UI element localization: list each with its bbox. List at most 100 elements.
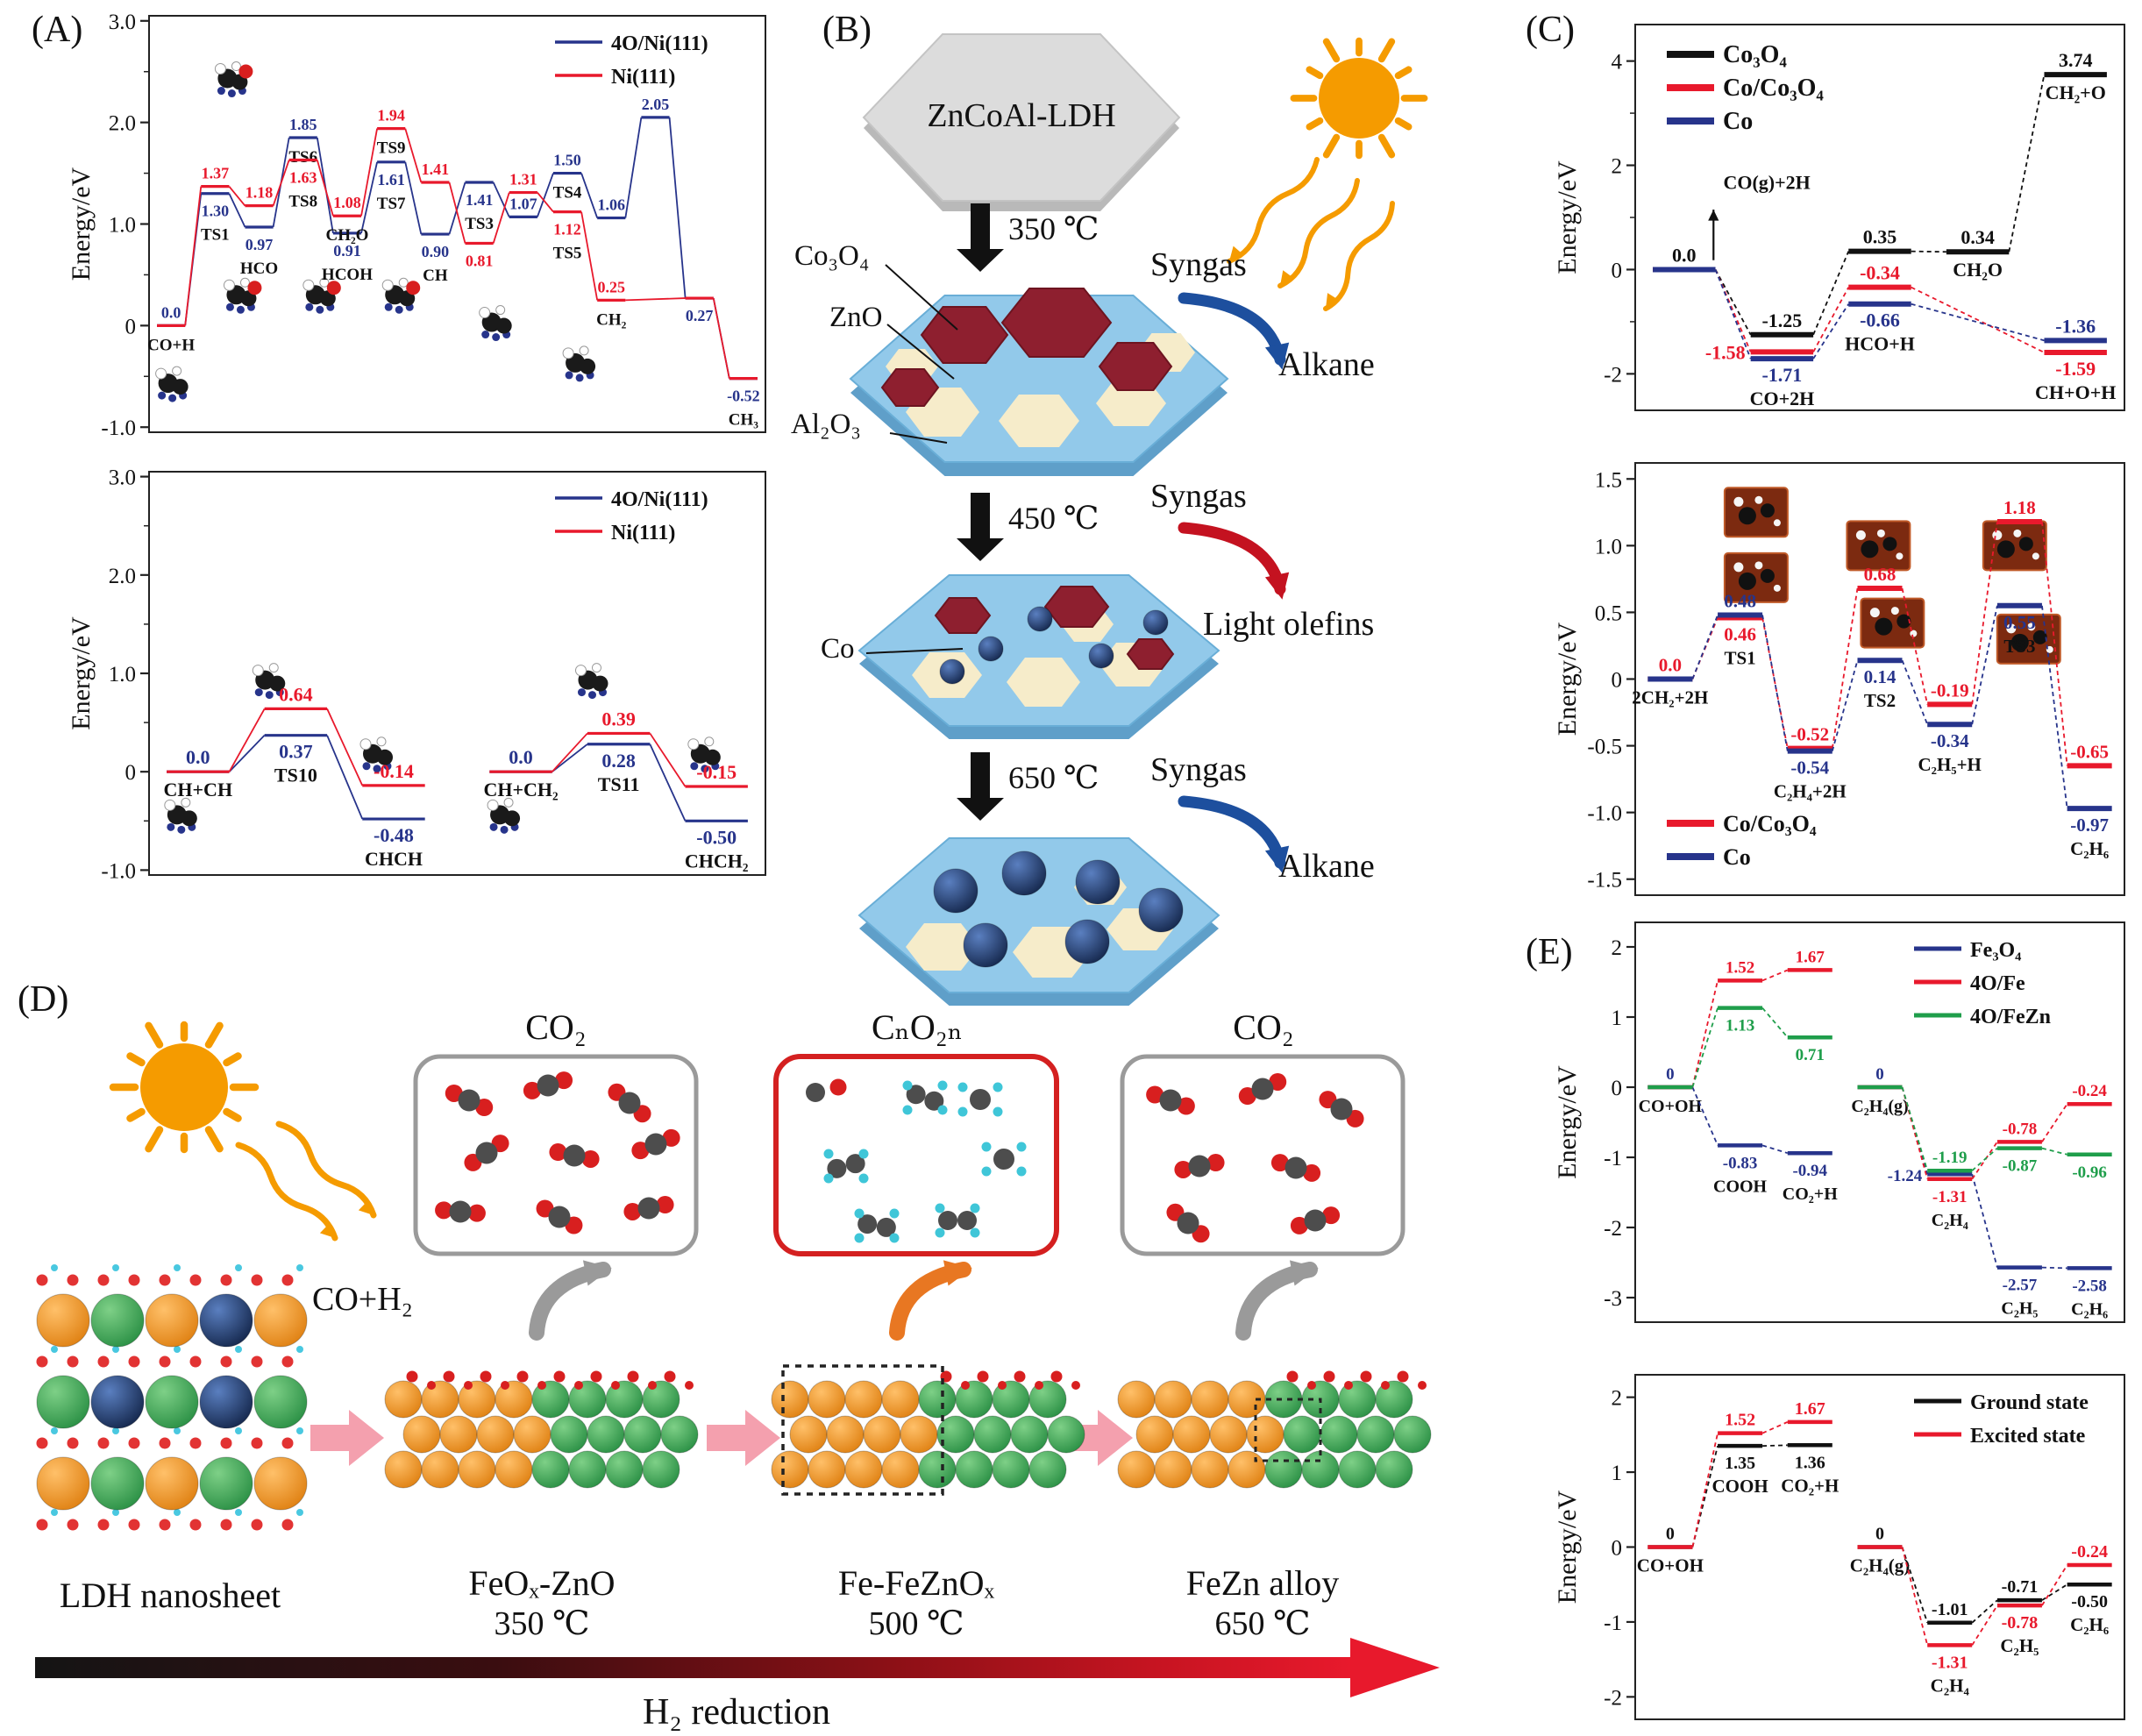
svg-text:Excited state: Excited state: [1970, 1425, 2086, 1448]
svg-text:C₂H₆: C₂H₆: [2070, 838, 2109, 859]
svg-text:3.0: 3.0: [109, 11, 136, 34]
svg-text:1: 1: [1612, 1007, 1623, 1030]
svg-text:0.68: 0.68: [1864, 564, 1896, 585]
svg-text:C₂H₅: C₂H₅: [2000, 1635, 2039, 1656]
svg-text:-1: -1: [1604, 1147, 1622, 1170]
svg-text:CH₂O: CH₂O: [1953, 259, 2003, 281]
svg-text:-0.50: -0.50: [696, 826, 737, 848]
stage2-name: Fe-FeZnOₓ: [837, 1563, 995, 1603]
svg-text:1.52: 1.52: [1725, 1411, 1755, 1430]
svg-text:-0.34: -0.34: [1931, 730, 1969, 751]
svg-text:CO+2H: CO+2H: [1750, 388, 1815, 409]
svg-text:-1.0: -1.0: [1587, 802, 1622, 826]
svg-text:1.31: 1.31: [509, 171, 537, 189]
svg-text:-1.59: -1.59: [2055, 358, 2096, 380]
svg-text:1: 1: [1612, 1462, 1623, 1485]
svg-text:0.39: 0.39: [601, 708, 636, 729]
svg-text:0.28: 0.28: [601, 750, 636, 772]
molecule-illustration: [381, 277, 421, 314]
svg-text:COOH: COOH: [1713, 1177, 1768, 1196]
svg-text:0.46: 0.46: [1724, 624, 1756, 645]
svg-text:1.41: 1.41: [422, 160, 449, 178]
svg-text:TS3: TS3: [2003, 636, 2035, 657]
structure-inset: [1723, 551, 1789, 603]
svg-text:Fe₃O₄: Fe₃O₄: [1970, 939, 2021, 962]
svg-text:-3: -3: [1604, 1287, 1622, 1311]
svg-text:0: 0: [1612, 1077, 1623, 1100]
svg-text:0: 0: [1666, 1065, 1675, 1084]
structure-inset: [1982, 520, 2047, 572]
svg-text:CH₂O: CH₂O: [325, 226, 368, 245]
svg-text:COOH: COOH: [1711, 1476, 1768, 1497]
co-h2-label: CO+H₂: [312, 1281, 413, 1318]
svg-text:-1.25: -1.25: [1761, 309, 1802, 331]
svg-text:HCO+H: HCO+H: [1845, 333, 1915, 355]
svg-text:-0.50: -0.50: [2071, 1592, 2108, 1611]
svg-text:C₂H₄+2H: C₂H₄+2H: [1774, 781, 1847, 802]
molecule-illustration: [479, 305, 512, 342]
svg-text:2.05: 2.05: [642, 96, 670, 113]
svg-text:0.37: 0.37: [279, 741, 313, 763]
chart-legend: Co₃O₄ Co/Co₃O₄ Co: [1667, 41, 1824, 135]
svg-text:1.67: 1.67: [1796, 948, 1825, 966]
svg-text:-0.24: -0.24: [2071, 1542, 2108, 1562]
svg-text:0.14: 0.14: [1864, 666, 1896, 687]
svg-text:0.35: 0.35: [1863, 226, 1897, 248]
svg-text:-1.71: -1.71: [1761, 364, 1802, 386]
svg-text:0: 0: [1612, 669, 1623, 693]
svg-text:-1.01: -1.01: [1932, 1600, 1968, 1619]
svg-text:Ni(111): Ni(111): [611, 522, 675, 544]
svg-text:0: 0: [1875, 1065, 1884, 1084]
svg-text:CH: CH: [423, 267, 448, 285]
stage1-temp: 350 ℃: [494, 1605, 590, 1642]
svg-text:2.0: 2.0: [109, 565, 136, 588]
svg-text:1.0: 1.0: [109, 663, 136, 687]
svg-text:C₂H₆: C₂H₆: [2070, 1614, 2109, 1635]
molecule-illustration: [223, 277, 262, 314]
chart-e-bottom: 2 1 0 -1 -2 Energy/eV 0 CO+OH 1.35 COOH 1.36 CO₂+H 0…: [1548, 1366, 2135, 1730]
chart-c-bottom: 1.5 1.0 0.5 0 -0.5 -1.0 -1.5 Energy/eV 0.0 2CH₂+2…: [1548, 454, 2135, 906]
svg-text:-0.94: -0.94: [1792, 1162, 1827, 1180]
svg-text:1.50: 1.50: [553, 152, 581, 169]
svg-text:1.94: 1.94: [377, 107, 405, 125]
svg-text:1.07: 1.07: [509, 195, 537, 212]
material-al2o3-label: Al₂O₃: [791, 409, 861, 440]
svg-text:0.64: 0.64: [279, 683, 313, 705]
svg-text:0.91: 0.91: [333, 242, 361, 260]
svg-text:1.18: 1.18: [2003, 497, 2036, 518]
molecule-illustration: [574, 663, 608, 700]
svg-text:-1.19: -1.19: [1932, 1149, 1968, 1167]
ldh-nanosheet-grid: [36, 1264, 308, 1531]
svg-text:0.0: 0.0: [509, 746, 533, 768]
energy-diagram-svg: 2 1 0 -1 -2 -3 Energy/eV 0 CO+OH -0.83 COOH -0.94 CO…: [1553, 921, 2125, 1323]
svg-text:Energy/eV: Energy/eV: [67, 616, 96, 730]
svg-text:4O/FeZn: 4O/FeZn: [1970, 1006, 2051, 1028]
material-zno-label: ZnO: [829, 302, 883, 333]
stage1-name: FeOₓ-ZnO: [468, 1563, 616, 1603]
svg-text:Energy/eV: Energy/eV: [1553, 1490, 1582, 1604]
svg-text:3.0: 3.0: [109, 466, 136, 490]
co2-box-title-2: CO₂: [1233, 1007, 1294, 1047]
structure-inset: [1846, 520, 1911, 572]
molecule-illustration: [214, 61, 253, 98]
svg-text:CO+H: CO+H: [147, 336, 195, 354]
svg-text:0.90: 0.90: [422, 243, 449, 260]
svg-text:-0.65: -0.65: [2070, 741, 2109, 762]
svg-text:-2: -2: [1604, 363, 1622, 387]
cno2n-box-title: CₙO₂ₙ: [871, 1007, 964, 1047]
svg-text:-0.24: -0.24: [2072, 1082, 2107, 1100]
svg-text:-1: -1: [1604, 1611, 1622, 1635]
svg-text:C₂H₅+H: C₂H₅+H: [1918, 754, 1982, 775]
svg-text:Energy/eV: Energy/eV: [1553, 622, 1582, 736]
svg-text:TS1: TS1: [201, 226, 230, 245]
structure-inset: [1996, 613, 2061, 665]
temperature-450: 450 ℃: [1008, 501, 1099, 536]
ldh-nanosheet-label: LDH nanosheet: [59, 1576, 281, 1615]
svg-text:0: 0: [1612, 259, 1623, 282]
chart-c-top: 4 2 0 -2 Energy/eV 0.0 -1.25 0.35 0.34 CH₂O 3.74 CH…: [1548, 16, 2135, 421]
svg-text:Ni(111): Ni(111): [611, 66, 675, 89]
svg-text:2: 2: [1612, 1387, 1623, 1411]
svg-text:TS9: TS9: [377, 139, 406, 158]
